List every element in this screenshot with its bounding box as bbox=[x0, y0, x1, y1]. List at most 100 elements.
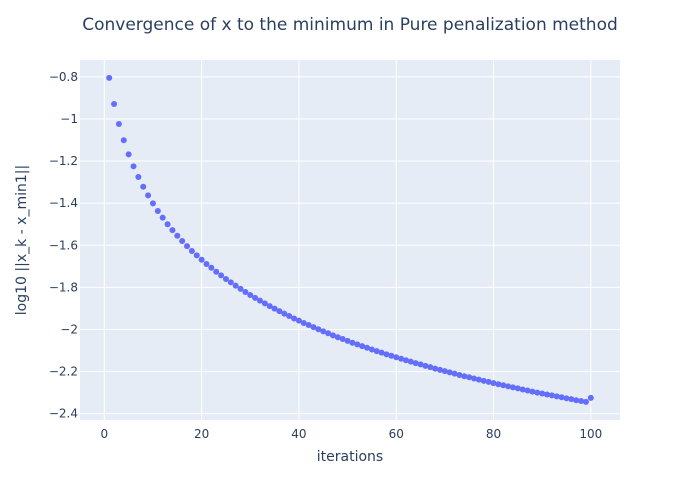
y-tick-label: −2.2 bbox=[49, 365, 78, 379]
y-axis-ticks: −0.8 −1 −1.2 −1.4 −1.6 −1.8 −2 −2.2 −2.4 bbox=[49, 70, 78, 421]
data-point bbox=[456, 371, 463, 378]
plot-area bbox=[80, 60, 620, 420]
data-point bbox=[393, 354, 400, 361]
data-point bbox=[286, 313, 293, 319]
data-point bbox=[558, 394, 565, 401]
data-point bbox=[305, 322, 312, 329]
data-point bbox=[485, 378, 492, 385]
chart-title: Convergence of x to the minimum in Pure … bbox=[82, 15, 618, 35]
data-point bbox=[563, 395, 570, 402]
data-point bbox=[573, 397, 580, 404]
data-point bbox=[349, 339, 356, 346]
data-point bbox=[475, 376, 482, 383]
data-point bbox=[509, 384, 516, 391]
data-point bbox=[437, 366, 443, 373]
data-point bbox=[412, 360, 419, 367]
y-tick-label: −1.2 bbox=[49, 154, 78, 168]
x-tick-label: 20 bbox=[194, 427, 209, 441]
data-point bbox=[188, 247, 195, 254]
x-axis-ticks: 0 20 40 60 80 100 bbox=[101, 427, 603, 441]
y-tick-label: −1.8 bbox=[49, 280, 78, 294]
y-tick-label: −2 bbox=[60, 322, 78, 336]
data-point bbox=[500, 382, 507, 389]
data-point bbox=[422, 362, 429, 369]
data-point bbox=[310, 324, 317, 331]
data-point bbox=[364, 344, 371, 351]
data-point bbox=[115, 121, 122, 127]
data-point bbox=[582, 398, 589, 405]
data-point bbox=[519, 386, 526, 393]
data-point bbox=[320, 328, 327, 335]
data-point bbox=[271, 305, 278, 312]
data-point bbox=[203, 261, 210, 267]
data-point bbox=[184, 243, 191, 250]
data-point bbox=[149, 200, 156, 207]
data-point bbox=[587, 394, 594, 401]
data-point bbox=[524, 387, 531, 394]
data-point bbox=[514, 385, 521, 392]
data-point bbox=[339, 335, 346, 342]
data-point bbox=[276, 308, 283, 315]
data-point bbox=[222, 275, 229, 282]
x-axis-title: iterations bbox=[317, 449, 383, 465]
data-point bbox=[534, 389, 541, 396]
data-point bbox=[461, 373, 468, 380]
data-point bbox=[159, 214, 166, 221]
data-point bbox=[315, 326, 322, 333]
data-point bbox=[193, 252, 200, 259]
data-point bbox=[402, 357, 409, 364]
data-point bbox=[252, 294, 259, 301]
data-point bbox=[334, 334, 341, 341]
data-point bbox=[490, 380, 497, 387]
data-point bbox=[544, 391, 551, 398]
data-point bbox=[257, 297, 263, 304]
data-point bbox=[553, 393, 560, 400]
data-point bbox=[466, 374, 473, 381]
data-point bbox=[480, 377, 487, 384]
y-tick-label: −1.6 bbox=[49, 238, 78, 252]
data-point bbox=[130, 163, 137, 170]
y-tick-label: −1.4 bbox=[49, 196, 78, 210]
data-point bbox=[300, 319, 307, 326]
data-point bbox=[140, 183, 147, 190]
data-point bbox=[242, 289, 249, 295]
data-point bbox=[247, 291, 254, 298]
data-point bbox=[407, 358, 414, 365]
data-point bbox=[427, 364, 434, 371]
data-point bbox=[261, 300, 268, 307]
data-point bbox=[495, 381, 502, 388]
data-point bbox=[548, 392, 555, 399]
data-point bbox=[145, 192, 152, 199]
data-point bbox=[198, 256, 205, 263]
data-point bbox=[398, 355, 405, 362]
data-point bbox=[505, 383, 512, 390]
data-point bbox=[578, 398, 585, 405]
data-point bbox=[154, 207, 161, 214]
x-tick-label: 80 bbox=[486, 427, 501, 441]
data-point bbox=[432, 365, 439, 372]
data-point bbox=[441, 368, 448, 375]
data-point bbox=[125, 151, 132, 158]
data-point bbox=[539, 390, 546, 397]
data-point bbox=[291, 315, 298, 322]
y-axis-title: log10 ||x_k - x_min1|| bbox=[14, 165, 30, 315]
data-point bbox=[383, 351, 390, 358]
data-point bbox=[135, 174, 142, 181]
data-point bbox=[218, 272, 225, 279]
data-point bbox=[232, 282, 239, 289]
data-point bbox=[471, 375, 478, 382]
data-point bbox=[446, 369, 453, 376]
data-point bbox=[329, 332, 336, 339]
data-point bbox=[354, 341, 361, 348]
data-point bbox=[213, 268, 220, 275]
data-point bbox=[388, 352, 395, 359]
data-point bbox=[568, 396, 575, 403]
data-point bbox=[164, 221, 171, 228]
x-tick-label: 100 bbox=[579, 427, 602, 441]
data-point bbox=[529, 388, 536, 395]
data-point bbox=[227, 279, 234, 286]
data-point bbox=[169, 227, 176, 234]
data-point bbox=[368, 346, 375, 353]
